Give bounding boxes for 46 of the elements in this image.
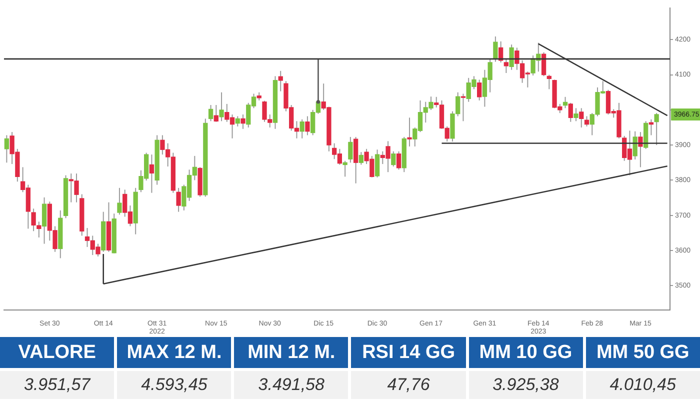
candlestick [300,118,304,139]
candlestick [358,152,364,166]
text: 4.010,45 [610,375,676,394]
candlestick [348,136,353,164]
category-label: MM 10 GG [468,337,583,368]
category-label: VALORE [0,337,114,368]
text: 3.491,58 [258,375,324,394]
candlestick [541,52,546,77]
candlestick [579,108,584,128]
candlestick [546,74,552,90]
candlestick [638,132,643,168]
text: 4.593,45 [141,375,208,394]
candlestick [407,117,412,147]
candlestick [396,150,402,170]
candlestick [574,108,578,122]
candlestick [176,187,181,212]
text: 47,76 [387,375,430,394]
text: 3.951,57 [24,375,90,394]
candlestick [460,93,466,122]
candlestick [305,116,310,136]
candlestick [342,160,348,178]
candlestick [509,44,514,70]
category-label: MM 50 GG [586,337,700,368]
candlestick [219,92,224,122]
candlestick [149,154,154,194]
candlestick [648,118,654,136]
candlestick [477,79,482,101]
text: 3.925,38 [492,375,559,394]
candlestick [42,196,47,244]
candlestick [391,150,396,167]
candlestick [504,58,509,74]
candlestick [632,130,638,160]
candlestick [240,114,246,130]
candlestick [208,104,214,122]
category-label: RSI 14 GG [351,337,466,368]
candlestick [117,187,122,216]
candlestick [278,70,283,92]
candlestick [493,36,498,62]
candlestick [235,116,240,127]
category-label: MIN 12 M. [234,337,348,368]
candlestick [654,112,659,146]
candlestick [374,149,380,178]
candlestick [4,134,10,164]
category-label: MAX 12 M. [117,337,232,368]
candlestick [214,104,218,122]
candlestick [568,102,573,122]
